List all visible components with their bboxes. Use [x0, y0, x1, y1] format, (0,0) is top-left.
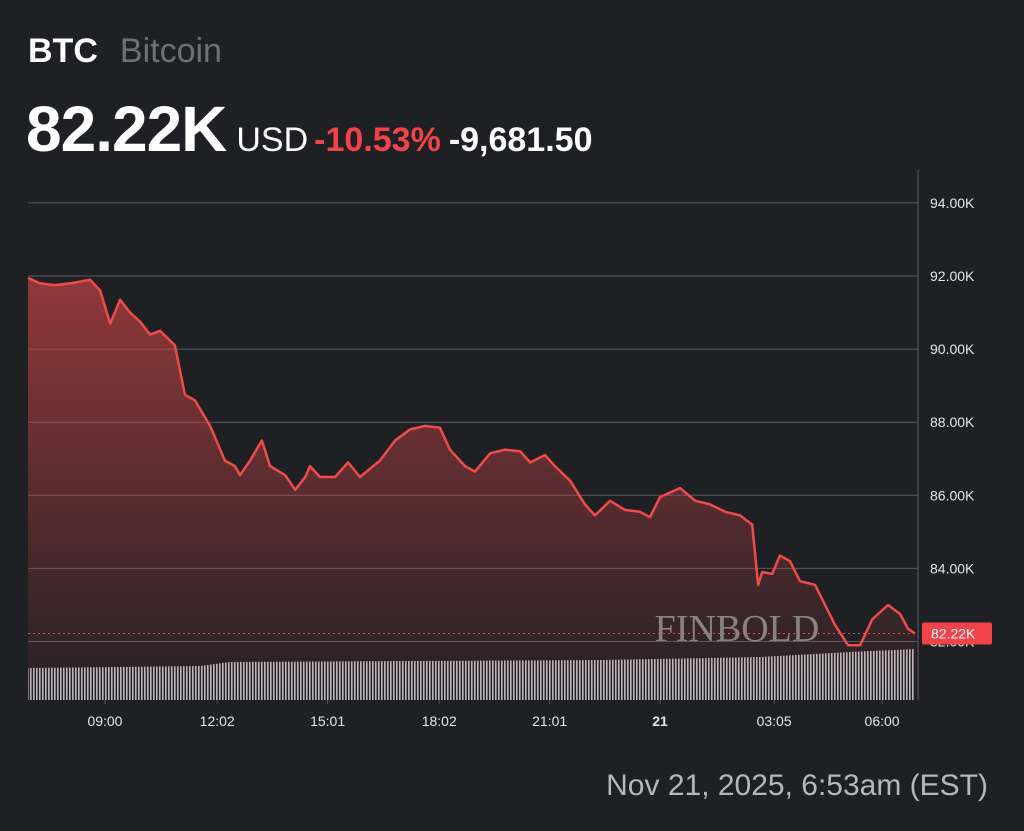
last-price-box [922, 622, 992, 645]
asset-name: Bitcoin [119, 32, 222, 70]
price: 82.22K [26, 93, 227, 165]
y-tick-label: 90.00K [930, 341, 975, 357]
x-tick-label: 21:01 [532, 713, 567, 729]
change-pct: -10.53% [314, 121, 441, 159]
y-tick-label: 84.00K [930, 560, 975, 576]
y-tick-label: 94.00K [930, 195, 975, 211]
x-tick-label: 18:02 [422, 713, 457, 729]
x-tick-label: 15:01 [310, 713, 345, 729]
change: -9,681.50 [448, 121, 593, 159]
y-tick-label: 86.00K [930, 487, 975, 503]
header-row: BTC Bitcoin [28, 32, 222, 71]
symbol: BTC [28, 32, 98, 70]
timestamp: Nov 21, 2025, 6:53am (EST) [606, 769, 988, 802]
y-tick-label: 92.00K [930, 268, 975, 284]
watermark: FINBOLD [655, 608, 820, 650]
x-tick-label: 06:00 [865, 713, 900, 729]
last-price-label: 82.22K [931, 625, 976, 641]
x-tick-label: 09:00 [87, 713, 122, 729]
price-row: 82.22K USD -10.53% -9,681.50 [26, 92, 592, 166]
x-tick-label: 21 [652, 713, 668, 729]
x-tick-label: 12:02 [200, 713, 235, 729]
area [28, 277, 915, 700]
y-tick-label: 88.00K [930, 414, 975, 430]
currency: USD [236, 121, 309, 159]
x-tick-label: 03:05 [757, 713, 792, 729]
price-line [27, 276, 916, 647]
